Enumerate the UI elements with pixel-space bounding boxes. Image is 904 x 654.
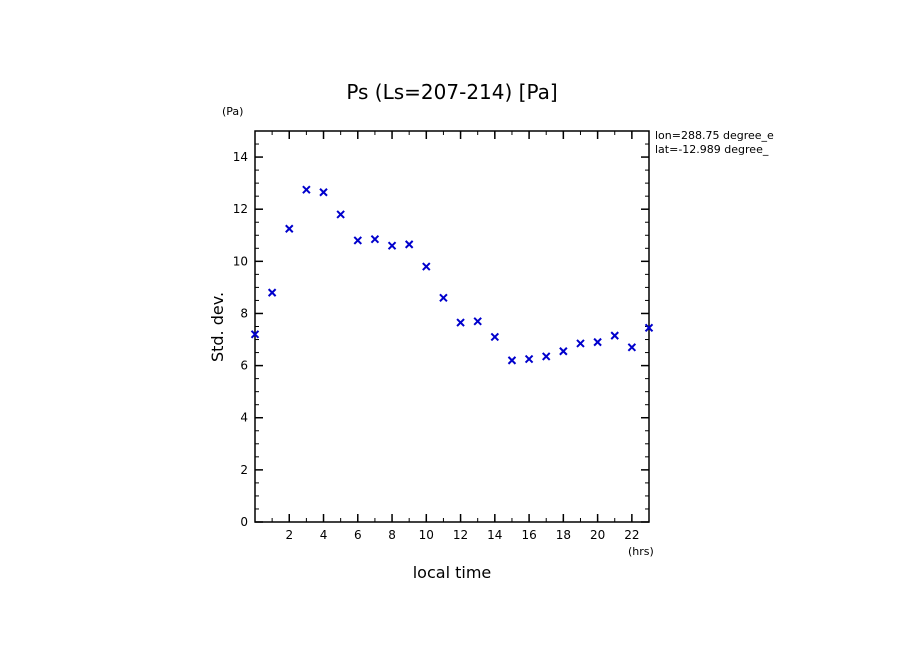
data-point xyxy=(456,318,465,327)
x-tick-label: 6 xyxy=(354,528,362,542)
data-markers xyxy=(250,185,654,365)
data-point xyxy=(422,262,431,271)
x-tick-label: 10 xyxy=(419,528,434,542)
data-point xyxy=(559,347,568,356)
data-point xyxy=(404,240,414,249)
data-point xyxy=(610,331,619,340)
data-point xyxy=(542,352,551,361)
data-point xyxy=(576,339,585,348)
x-tick-label: 8 xyxy=(388,528,396,542)
tick-labels: 2 4 6 8 10 12 14 16 18 20 22 0 2 4 6 8 10 12 14 xyxy=(233,150,640,542)
data-point xyxy=(593,337,602,347)
lon-annotation: lon=288.75 degree_e xyxy=(655,129,774,142)
data-point xyxy=(370,234,380,244)
x-tick-label: 4 xyxy=(320,528,328,542)
data-point xyxy=(490,332,500,342)
y-tick-label: 2 xyxy=(240,463,248,477)
data-point xyxy=(267,288,277,297)
x-tick-label: 12 xyxy=(453,528,468,542)
annotation-clip xyxy=(780,126,904,158)
data-point xyxy=(319,188,328,197)
data-point xyxy=(387,241,397,250)
x-tick-label: 22 xyxy=(624,528,639,542)
data-point xyxy=(302,185,311,194)
data-point xyxy=(524,354,534,364)
data-point xyxy=(473,317,482,326)
x-tick-label: 18 xyxy=(556,528,571,542)
data-point xyxy=(285,224,294,233)
data-point xyxy=(644,323,654,333)
chart-title: Ps (Ls=207-214) [Pa] xyxy=(346,80,557,104)
x-tick-label: 2 xyxy=(285,528,293,542)
y-tick-label: 14 xyxy=(233,150,248,164)
y-tick-label: 0 xyxy=(240,515,248,529)
y-tick-label: 4 xyxy=(240,411,248,425)
x-axis-label: local time xyxy=(413,563,492,582)
data-point xyxy=(627,343,637,352)
y-tick-label: 6 xyxy=(240,359,248,373)
axis-ticks xyxy=(255,131,649,523)
data-point xyxy=(336,210,345,219)
y-tick-label: 12 xyxy=(233,202,248,216)
data-point xyxy=(507,356,517,365)
y-axis-label: Std. dev. xyxy=(208,292,227,362)
x-tick-label: 20 xyxy=(590,528,605,542)
data-point xyxy=(353,236,362,245)
y-tick-label: 8 xyxy=(240,306,248,320)
y-unit-label: (Pa) xyxy=(222,105,243,118)
data-point xyxy=(250,330,260,339)
x-unit-label: (hrs) xyxy=(628,545,654,558)
x-tick-label: 14 xyxy=(487,528,502,542)
x-tick-label: 16 xyxy=(521,528,536,542)
y-tick-label: 10 xyxy=(233,254,248,268)
lat-annotation: lat=-12.989 degree_ xyxy=(655,143,769,156)
plot-frame xyxy=(254,130,650,523)
data-point xyxy=(439,293,448,303)
